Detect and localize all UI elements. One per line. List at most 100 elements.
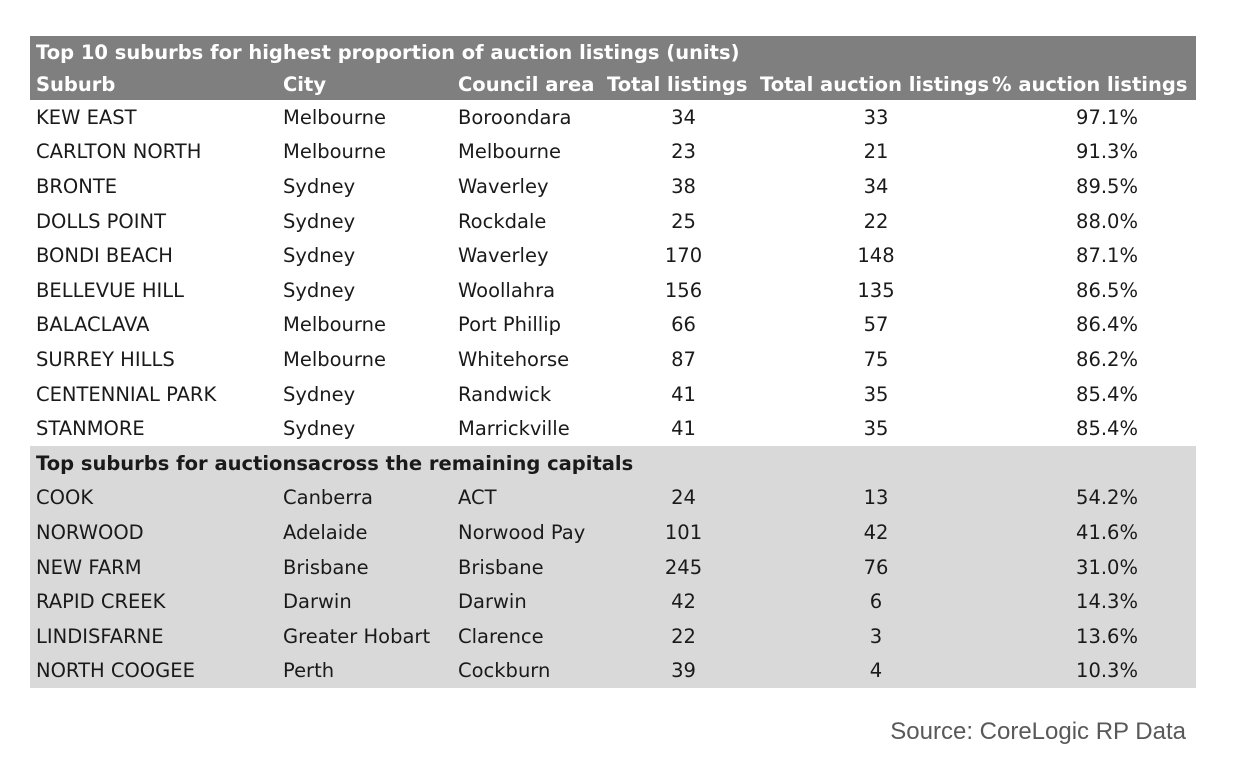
table-row: KEW EAST Melbourne Boroondara 34 33 97.1% bbox=[30, 100, 1196, 135]
header-total-auction-listings: Total auction listings bbox=[760, 68, 992, 100]
cell-suburb: BONDI BEACH bbox=[36, 244, 173, 268]
cell-council-area: Whitehorse bbox=[458, 347, 570, 371]
cell-pct-auction-listings: 13.6% bbox=[992, 618, 1196, 654]
cell-total-listings: 66 bbox=[671, 313, 696, 337]
cell-total-auction-listings: 148 bbox=[857, 244, 895, 268]
cell-total-auction-listings: 35 bbox=[863, 382, 889, 406]
cell-total-auction-listings: 33 bbox=[863, 105, 889, 129]
table-row: DOLLS POINT Sydney Rockdale 25 22 88.0% bbox=[30, 204, 1196, 239]
cell-suburb: BRONTE bbox=[36, 174, 118, 198]
table-row: BALACLAVA Melbourne Port Phillip 66 57 86.4% bbox=[30, 308, 1196, 343]
header-total-listings: Total listings bbox=[607, 68, 760, 100]
cell-city: Sydney bbox=[283, 244, 356, 268]
table-row: BONDI BEACH Sydney Waverley 170 148 87.1% bbox=[30, 238, 1196, 273]
table-title: Top 10 suburbs for highest proportion of… bbox=[30, 36, 1196, 68]
auction-listings-table: Top 10 suburbs for highest proportion of… bbox=[30, 36, 1196, 689]
cell-suburb: BELLEVUE HILL bbox=[36, 278, 185, 302]
table-row: NORTH COOGEE Perth Cockburn 39 4 10.3% bbox=[30, 653, 1196, 689]
column-header-row: Suburb City Council area Total listings … bbox=[30, 68, 1196, 100]
cell-total-auction-listings: 42 bbox=[760, 515, 992, 550]
table-row: RAPID CREEK Darwin Darwin 42 6 14.3% bbox=[30, 584, 1196, 619]
cell-total-listings: 170 bbox=[664, 244, 703, 268]
cell-suburb: RAPID CREEK bbox=[30, 584, 283, 619]
auction-listings-table-container: Top 10 suburbs for highest proportion of… bbox=[30, 36, 1196, 689]
cell-total-auction-listings: 34 bbox=[863, 174, 889, 198]
cell-pct-auction-listings: 86.2% bbox=[1076, 347, 1138, 371]
cell-suburb: COOK bbox=[30, 480, 283, 516]
cell-pct-auction-listings: 91.3% bbox=[1076, 140, 1138, 164]
table-row: CENTENNIAL PARK Sydney Randwick 41 35 85.4% bbox=[30, 377, 1196, 412]
header-suburb: Suburb bbox=[30, 68, 283, 100]
table-row: BRONTE Sydney Waverley 38 34 89.5% bbox=[30, 169, 1196, 204]
cell-total-auction-listings: 135 bbox=[857, 278, 895, 302]
cell-council-area: Clarence bbox=[458, 618, 607, 654]
cell-pct-auction-listings: 54.2% bbox=[992, 480, 1196, 516]
cell-suburb: NORWOOD bbox=[30, 515, 283, 550]
cell-total-auction-listings: 13 bbox=[760, 480, 992, 516]
cell-total-auction-listings: 75 bbox=[863, 347, 889, 371]
cell-pct-auction-listings: 41.6% bbox=[992, 515, 1196, 550]
cell-pct-auction-listings: 10.3% bbox=[992, 653, 1196, 689]
cell-council-area: Boroondara bbox=[458, 105, 572, 129]
cell-city: Canberra bbox=[283, 480, 458, 516]
cell-council-area: Norwood Pay bbox=[458, 515, 607, 550]
cell-city: Melbourne bbox=[283, 105, 386, 129]
cell-council-area: Rockdale bbox=[458, 209, 547, 233]
cell-total-auction-listings: 22 bbox=[863, 209, 889, 233]
cell-city: Sydney bbox=[283, 209, 356, 233]
cell-suburb: NORTH COOGEE bbox=[30, 653, 283, 689]
table-row: COOK Canberra ACT 24 13 54.2% bbox=[30, 480, 1196, 516]
cell-suburb: CENTENNIAL PARK bbox=[36, 382, 217, 406]
cell-pct-auction-listings: 87.1% bbox=[1076, 244, 1138, 268]
table-row: NEW FARM Brisbane Brisbane 245 76 31.0% bbox=[30, 549, 1196, 585]
cell-total-listings: 156 bbox=[664, 278, 703, 302]
cell-council-area: Woollahra bbox=[458, 278, 556, 302]
cell-pct-auction-listings: 85.4% bbox=[1076, 382, 1138, 406]
cell-pct-auction-listings: 86.5% bbox=[1076, 278, 1138, 302]
cell-total-listings: 41 bbox=[671, 417, 696, 441]
cell-city: Darwin bbox=[283, 584, 458, 619]
cell-suburb: STANMORE bbox=[36, 417, 145, 441]
cell-total-auction-listings: 35 bbox=[863, 417, 889, 441]
cell-city: Sydney bbox=[283, 278, 356, 302]
cell-total-listings: 22 bbox=[607, 618, 760, 654]
cell-city: Sydney bbox=[283, 417, 356, 441]
cell-council-area: Darwin bbox=[458, 584, 607, 619]
cell-city: Adelaide bbox=[283, 515, 458, 550]
header-city: City bbox=[283, 68, 458, 100]
cell-city: Brisbane bbox=[283, 549, 458, 585]
cell-total-listings: 34 bbox=[671, 105, 696, 129]
cell-suburb: BALACLAVA bbox=[36, 313, 150, 337]
cell-city: Greater Hobart bbox=[283, 618, 458, 654]
cell-suburb: KEW EAST bbox=[36, 105, 137, 129]
header-pct-auction-listings: % auction listings bbox=[992, 68, 1196, 100]
cell-pct-auction-listings: 31.0% bbox=[992, 549, 1196, 585]
cell-city: Melbourne bbox=[283, 347, 386, 371]
cell-city: Melbourne bbox=[283, 313, 386, 337]
cell-total-auction-listings: 21 bbox=[863, 140, 889, 164]
table-title-row: Top 10 suburbs for highest proportion of… bbox=[30, 36, 1196, 68]
cell-council-area: Marrickville bbox=[458, 417, 570, 441]
cell-city: Melbourne bbox=[283, 140, 386, 164]
cell-council-area: Melbourne bbox=[458, 140, 561, 164]
source-note: Source: CoreLogic RP Data bbox=[890, 718, 1186, 745]
cell-total-listings: 24 bbox=[607, 480, 760, 516]
cell-total-auction-listings: 57 bbox=[863, 313, 889, 337]
cell-suburb: NEW FARM bbox=[30, 549, 283, 585]
table-row: BELLEVUE HILL Sydney Woollahra 156 135 86.5% bbox=[30, 273, 1196, 308]
table-row: STANMORE Sydney Marrickville 41 35 85.4% bbox=[30, 411, 1196, 446]
header-council-area: Council area bbox=[458, 68, 607, 100]
cell-council-area: Waverley bbox=[458, 244, 549, 268]
cell-total-listings: 41 bbox=[671, 382, 696, 406]
cell-suburb: SURREY HILLS bbox=[36, 347, 175, 371]
cell-pct-auction-listings: 14.3% bbox=[992, 584, 1196, 619]
cell-total-auction-listings: 76 bbox=[760, 549, 992, 585]
table-row: LINDISFARNE Greater Hobart Clarence 22 3 13.6… bbox=[30, 618, 1196, 654]
cell-suburb: LINDISFARNE bbox=[30, 618, 283, 654]
cell-city: Sydney bbox=[283, 174, 356, 198]
cell-total-auction-listings: 4 bbox=[760, 653, 992, 689]
cell-total-auction-listings: 3 bbox=[760, 618, 992, 654]
table-row: SURREY HILLS Melbourne Whitehorse 87 75 86.2% bbox=[30, 342, 1196, 377]
cell-pct-auction-listings: 88.0% bbox=[1076, 209, 1138, 233]
cell-council-area: Randwick bbox=[458, 382, 552, 406]
